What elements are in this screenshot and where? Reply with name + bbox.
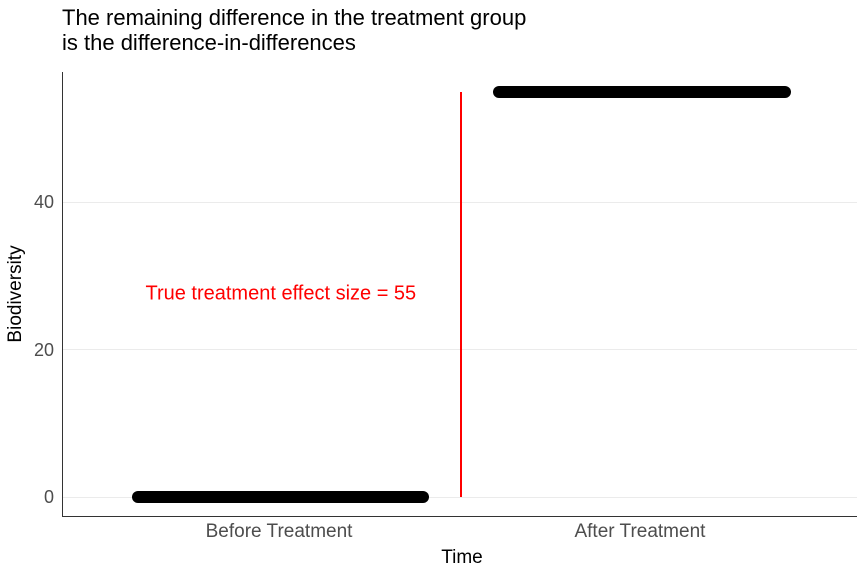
- points-band-before-treatment: [132, 491, 429, 504]
- plot-panel: True treatment effect size = 55: [62, 72, 857, 517]
- y-tick-label-40: 40: [33, 192, 54, 213]
- x-axis-title: Time: [441, 547, 483, 568]
- y-tick-label-20: 20: [33, 339, 54, 360]
- gridline-y-0: [63, 496, 857, 498]
- x-category-label-before-treatment: Before Treatment: [205, 521, 353, 542]
- y-tick-label-0: 0: [43, 487, 54, 508]
- x-category-label-after-treatment: After Treatment: [574, 521, 706, 542]
- effect-size-annotation: True treatment effect size = 55: [145, 282, 417, 305]
- points-band-after-treatment: [493, 85, 792, 98]
- chart-title: The remaining difference in the treatmen…: [62, 5, 527, 55]
- treatment-time-vline: [459, 91, 462, 498]
- y-axis-title: Biodiversity: [5, 245, 26, 343]
